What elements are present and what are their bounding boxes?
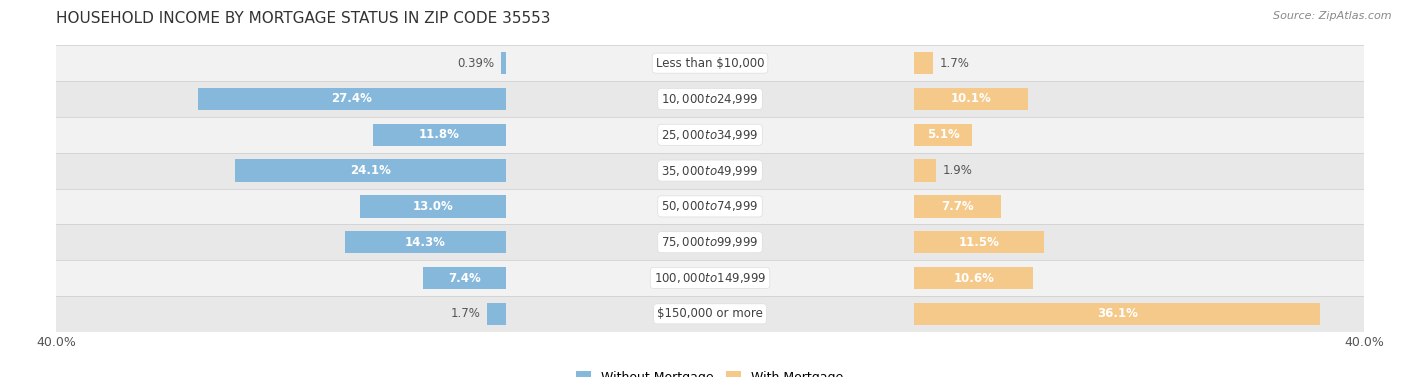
- Bar: [56, 117, 1364, 153]
- Text: 10.1%: 10.1%: [950, 92, 991, 106]
- Bar: [914, 88, 1028, 110]
- Text: 1.9%: 1.9%: [942, 164, 972, 177]
- Text: HOUSEHOLD INCOME BY MORTGAGE STATUS IN ZIP CODE 35553: HOUSEHOLD INCOME BY MORTGAGE STATUS IN Z…: [56, 11, 551, 26]
- Text: 7.7%: 7.7%: [941, 200, 974, 213]
- Text: $150,000 or more: $150,000 or more: [657, 307, 763, 320]
- Text: $50,000 to $74,999: $50,000 to $74,999: [661, 199, 759, 213]
- Text: 7.4%: 7.4%: [447, 271, 481, 285]
- Bar: [344, 231, 506, 253]
- Text: Source: ZipAtlas.com: Source: ZipAtlas.com: [1274, 11, 1392, 21]
- Bar: [486, 303, 506, 325]
- Bar: [914, 267, 1033, 289]
- Text: 0.39%: 0.39%: [458, 57, 495, 70]
- Text: $75,000 to $99,999: $75,000 to $99,999: [661, 235, 759, 249]
- Text: 1.7%: 1.7%: [450, 307, 479, 320]
- Bar: [56, 260, 1364, 296]
- Text: 11.8%: 11.8%: [419, 128, 460, 141]
- Text: 27.4%: 27.4%: [332, 92, 373, 106]
- Bar: [423, 267, 506, 289]
- Bar: [56, 296, 1364, 332]
- Bar: [56, 224, 1364, 260]
- Bar: [914, 52, 934, 74]
- Text: 11.5%: 11.5%: [959, 236, 1000, 249]
- Text: 36.1%: 36.1%: [1097, 307, 1137, 320]
- Text: $10,000 to $24,999: $10,000 to $24,999: [661, 92, 759, 106]
- Bar: [56, 188, 1364, 224]
- Bar: [914, 195, 1001, 218]
- Legend: Without Mortgage, With Mortgage: Without Mortgage, With Mortgage: [571, 366, 849, 377]
- Text: 24.1%: 24.1%: [350, 164, 391, 177]
- Bar: [502, 52, 506, 74]
- Bar: [914, 159, 935, 182]
- Bar: [56, 153, 1364, 188]
- Bar: [373, 124, 506, 146]
- Bar: [56, 81, 1364, 117]
- Text: $25,000 to $34,999: $25,000 to $34,999: [661, 128, 759, 142]
- Text: 13.0%: 13.0%: [412, 200, 453, 213]
- Text: 10.6%: 10.6%: [953, 271, 994, 285]
- Bar: [56, 45, 1364, 81]
- Text: $35,000 to $49,999: $35,000 to $49,999: [661, 164, 759, 178]
- Bar: [235, 159, 506, 182]
- Bar: [360, 195, 506, 218]
- Bar: [198, 88, 506, 110]
- Text: $100,000 to $149,999: $100,000 to $149,999: [654, 271, 766, 285]
- Bar: [914, 231, 1043, 253]
- Text: Less than $10,000: Less than $10,000: [655, 57, 765, 70]
- Text: 5.1%: 5.1%: [927, 128, 959, 141]
- Text: 14.3%: 14.3%: [405, 236, 446, 249]
- Text: 1.7%: 1.7%: [941, 57, 970, 70]
- Bar: [914, 303, 1320, 325]
- Bar: [914, 124, 972, 146]
